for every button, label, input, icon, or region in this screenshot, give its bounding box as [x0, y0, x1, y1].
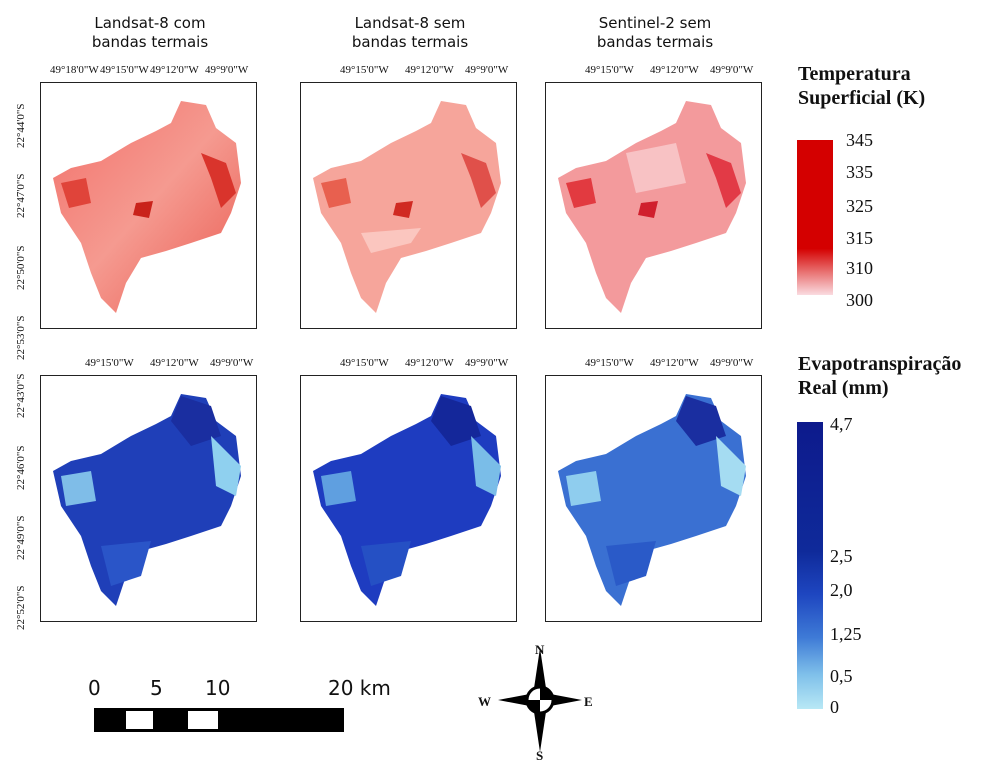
- column-title-3: Sentinel-2 sem bandas termais: [545, 14, 765, 52]
- column-title-2-line1: Landsat-8 sem: [354, 14, 466, 32]
- legend-temp-label: 325: [846, 196, 873, 216]
- legend-temp-label: 335: [846, 162, 873, 182]
- map-et-landsat8-sem: [300, 375, 517, 622]
- bottom-lon-tick: 49°15'0"W: [340, 357, 389, 369]
- legend-et-label: 1,25: [830, 624, 862, 644]
- legend-et-colorbar: [797, 422, 823, 709]
- scale-bar: [94, 708, 344, 732]
- top-lon-tick: 49°12'0"W: [650, 64, 699, 76]
- top-lon-tick: 49°15'0"W: [585, 64, 634, 76]
- legend-et-label: 2,5: [830, 546, 853, 566]
- scale-label: 10: [205, 676, 231, 700]
- column-title-2: Landsat-8 sem bandas termais: [300, 14, 520, 52]
- legend-temp-title: Temperatura Superficial (K): [798, 62, 925, 110]
- et-map-image: [53, 394, 241, 606]
- legend-et-label: 0,5: [830, 666, 853, 686]
- compass-s: S: [536, 748, 544, 763]
- top-lat-tick: 22°44'0"S: [15, 103, 27, 149]
- scale-label: 20 km: [328, 676, 391, 700]
- bottom-lon-tick: 49°12'0"W: [650, 357, 699, 369]
- top-lon-tick: 49°15'0"W: [340, 64, 389, 76]
- column-title-1-line2: bandas termais: [91, 33, 209, 51]
- top-lon-tick: 49°18'0"W: [50, 64, 99, 76]
- top-lat-tick: 22°50'0"S: [15, 245, 27, 291]
- scale-label: 5: [150, 676, 163, 700]
- bottom-lat-tick: 22°46'0"S: [15, 445, 27, 491]
- legend-et-label: 0: [830, 697, 839, 717]
- et-map-image: [558, 394, 746, 606]
- legend-temp-label: 310: [846, 258, 873, 278]
- bottom-lon-tick: 49°9'0"W: [465, 357, 509, 369]
- scale-label: 0: [88, 676, 101, 700]
- top-lat-tick: 22°47'0"S: [15, 173, 27, 219]
- legend-temp-label: 300: [846, 290, 873, 310]
- map-et-sentinel2-sem: [545, 375, 762, 622]
- temp-map-image: [313, 101, 501, 313]
- bottom-lon-tick: 49°12'0"W: [405, 357, 454, 369]
- north-arrow-icon: [498, 648, 582, 752]
- column-title-3-line2: bandas termais: [596, 33, 714, 51]
- top-lon-tick: 49°9'0"W: [465, 64, 509, 76]
- compass-e: E: [584, 694, 593, 709]
- top-lon-tick: 49°12'0"W: [405, 64, 454, 76]
- map-temp-landsat8-com: [40, 82, 257, 329]
- temp-map-image: [53, 101, 241, 313]
- column-title-3-line1: Sentinel-2 sem: [598, 14, 712, 32]
- compass-w: W: [478, 694, 491, 709]
- bottom-lat-tick: 22°52'0"S: [15, 585, 27, 631]
- legend-et-title-line1: Evapotranspiração: [798, 353, 962, 375]
- bottom-lon-tick: 49°12'0"W: [150, 357, 199, 369]
- legend-et-label: 4,7: [830, 414, 853, 434]
- legend-temp-label: 315: [846, 228, 873, 248]
- map-et-landsat8-com: [40, 375, 257, 622]
- legend-et-title: Evapotranspiração Real (mm): [798, 352, 961, 400]
- bottom-lon-tick: 49°15'0"W: [585, 357, 634, 369]
- map-temp-landsat8-sem: [300, 82, 517, 329]
- legend-temp-title-line2: Superficial (K): [798, 87, 926, 109]
- legend-et-label: 2,0: [830, 580, 853, 600]
- legend-temp-label: 345: [846, 130, 873, 150]
- legend-temp-colorbar: [797, 140, 833, 295]
- legend-temp-title-line1: Temperatura: [798, 63, 911, 85]
- top-lon-tick: 49°9'0"W: [205, 64, 249, 76]
- bottom-lat-tick: 22°49'0"S: [15, 515, 27, 561]
- top-lat-tick: 22°53'0"S: [15, 315, 27, 361]
- bottom-lon-tick: 49°9'0"W: [210, 357, 254, 369]
- legend-et-title-line2: Real (mm): [798, 377, 889, 399]
- et-map-image: [313, 394, 501, 606]
- map-temp-sentinel2-sem: [545, 82, 762, 329]
- bottom-lon-tick: 49°9'0"W: [710, 357, 754, 369]
- top-lon-tick: 49°12'0"W: [150, 64, 199, 76]
- bottom-lat-tick: 22°43'0"S: [15, 373, 27, 419]
- top-lon-tick: 49°9'0"W: [710, 64, 754, 76]
- column-title-1: Landsat-8 com bandas termais: [40, 14, 260, 52]
- bottom-lon-tick: 49°15'0"W: [85, 357, 134, 369]
- temp-map-image: [558, 101, 746, 313]
- column-title-1-line1: Landsat-8 com: [94, 14, 206, 32]
- compass-n: N: [535, 642, 545, 657]
- top-lon-tick: 49°15'0"W: [100, 64, 149, 76]
- column-title-2-line2: bandas termais: [351, 33, 469, 51]
